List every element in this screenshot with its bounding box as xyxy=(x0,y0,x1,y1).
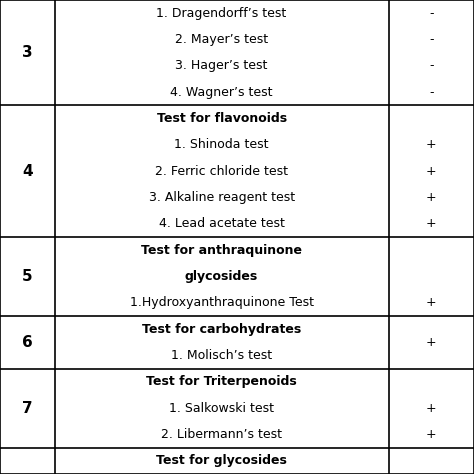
Text: +: + xyxy=(426,401,437,415)
Text: 4. Wagner’s test: 4. Wagner’s test xyxy=(170,86,273,99)
Text: -: - xyxy=(429,59,434,73)
Text: 5: 5 xyxy=(22,269,33,284)
Text: 1. Salkowski test: 1. Salkowski test xyxy=(169,401,274,415)
Text: 2. Mayer’s test: 2. Mayer’s test xyxy=(175,33,268,46)
Text: glycosides: glycosides xyxy=(185,270,258,283)
Text: +: + xyxy=(426,164,437,178)
Text: 6: 6 xyxy=(22,335,33,350)
Text: Test for anthraquinone: Test for anthraquinone xyxy=(141,244,302,256)
Text: +: + xyxy=(426,138,437,151)
Text: Test for flavonoids: Test for flavonoids xyxy=(156,112,287,125)
Text: Test for Triterpenoids: Test for Triterpenoids xyxy=(146,375,297,388)
Text: +: + xyxy=(426,296,437,310)
Text: -: - xyxy=(429,7,434,19)
Text: +: + xyxy=(426,191,437,204)
Text: +: + xyxy=(426,428,437,441)
Text: 1. Dragendorff’s test: 1. Dragendorff’s test xyxy=(156,7,287,19)
Text: -: - xyxy=(429,33,434,46)
Text: 7: 7 xyxy=(22,401,33,416)
Text: +: + xyxy=(426,218,437,230)
Text: 3. Hager’s test: 3. Hager’s test xyxy=(175,59,268,73)
Text: 1. Shinoda test: 1. Shinoda test xyxy=(174,138,269,151)
Text: 4. Lead acetate test: 4. Lead acetate test xyxy=(159,218,284,230)
Text: 3: 3 xyxy=(22,45,33,60)
Text: 2. Ferric chloride test: 2. Ferric chloride test xyxy=(155,164,288,178)
Text: Test for carbohydrates: Test for carbohydrates xyxy=(142,323,301,336)
Text: 3. Alkaline reagent test: 3. Alkaline reagent test xyxy=(148,191,295,204)
Text: 1.Hydroxyanthraquinone Test: 1.Hydroxyanthraquinone Test xyxy=(129,296,314,310)
Text: -: - xyxy=(429,86,434,99)
Text: 2. Libermann’s test: 2. Libermann’s test xyxy=(161,428,282,441)
Text: +: + xyxy=(426,336,437,349)
Text: 4: 4 xyxy=(22,164,33,179)
Text: Test for glycosides: Test for glycosides xyxy=(156,455,287,467)
Text: 1. Molisch’s test: 1. Molisch’s test xyxy=(171,349,272,362)
